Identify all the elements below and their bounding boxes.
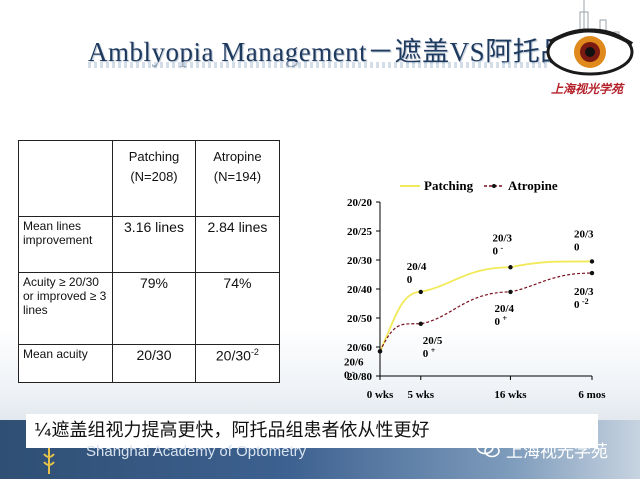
- atropine-point: [377, 349, 383, 354]
- patching-data-label-sub: 0: [407, 274, 413, 286]
- header-line: Patching: [128, 149, 180, 164]
- logo-text: 上海视光学苑: [550, 82, 623, 96]
- academy-name: Shanghai Academy of Optometry: [86, 443, 307, 460]
- x-tick-label: 0 wks: [367, 389, 394, 401]
- row-label: Mean lines improvement: [17, 216, 114, 273]
- caption-bar: ¼遮盖组视力提高更快，阿托品组患者依从性更好: [26, 414, 598, 448]
- patching-point: [418, 289, 423, 295]
- atropine-value: 20/30-2: [194, 344, 281, 383]
- legend-atropine-label: Atropine: [508, 178, 558, 193]
- patching-point: [589, 259, 595, 264]
- atropine-data-label-sup: +: [502, 314, 507, 323]
- patching-series-line: [379, 260, 593, 352]
- patching-value: 20/30: [112, 344, 196, 383]
- patching-value: 3.16 lines: [112, 216, 196, 273]
- results-table: Patching (N=208) Atropine (N=194) Mean lin…: [17, 140, 281, 383]
- atropine-data-label-sub: 0: [494, 316, 500, 328]
- patching-value: 79%: [112, 272, 196, 345]
- patching-point: [508, 265, 513, 270]
- x-tick-label: 16 wks: [494, 389, 527, 401]
- table-row: Acuity ≥ 20/30 or improved ≥ 3 lines 79%…: [17, 272, 281, 345]
- y-tick-label: 20/20: [347, 197, 373, 209]
- header-line: Atropine: [213, 149, 262, 164]
- patching-data-label-sub: 0: [574, 241, 580, 253]
- y-tick-label: 20/50: [347, 313, 373, 325]
- atropine-value-sup: -2: [250, 347, 259, 357]
- atropine-data-label: 20/4: [494, 303, 514, 315]
- atropine-point: [589, 270, 595, 276]
- atropine-value: 2.84 lines: [194, 216, 281, 273]
- academy-emblem-icon: [43, 448, 55, 474]
- patching-data-label-sub: 0: [344, 369, 350, 381]
- patching-data-label-sub: 0: [492, 245, 498, 257]
- atropine-data-label-sup: +: [431, 346, 436, 355]
- wechat-watermark: 上海视光学苑: [476, 434, 608, 464]
- atropine-data-label-sub: 0: [574, 299, 580, 311]
- row-label: Mean acuity: [17, 344, 114, 383]
- table-row: Mean acuity 20/30 20/30-2: [17, 344, 281, 383]
- table-row: Mean lines improvement 3.16 lines 2.84 l…: [17, 216, 281, 273]
- atropine-data-label-sub: 0: [423, 348, 429, 360]
- atropine-header: Atropine (N=194): [213, 149, 261, 184]
- y-tick-label: 20/80: [347, 371, 373, 383]
- header-line: (N=208): [130, 169, 178, 184]
- y-tick-label: 20/60: [347, 342, 373, 354]
- table-header-atropine: Atropine (N=194): [194, 140, 281, 217]
- patching-data-label: 20/3: [574, 228, 594, 240]
- header-line: (N=194): [213, 169, 262, 184]
- patching-data-label: 20/3: [492, 232, 512, 244]
- patching-data-label: 20/4: [407, 261, 427, 273]
- atropine-data-label-sup: -2: [582, 297, 589, 306]
- atropine-series-line: [379, 272, 593, 352]
- atropine-data-label: 20/5: [423, 335, 443, 347]
- y-tick-label: 20/40: [347, 284, 373, 296]
- eye-logo-icon: [546, 0, 634, 76]
- x-tick-label: 6 mos: [578, 389, 606, 401]
- table-header-patching: Patching (N=208): [112, 140, 196, 217]
- atropine-point: [508, 289, 513, 295]
- y-tick-label: 20/30: [347, 255, 373, 267]
- patching-header: Patching (N=208): [129, 149, 180, 184]
- atropine-value-text: 20/30: [215, 347, 251, 364]
- atropine-value: 74%: [194, 272, 281, 345]
- watermark-text: 上海视光学苑: [506, 441, 608, 462]
- patching-data-label: 20/6: [344, 356, 364, 368]
- row-label: Acuity ≥ 20/30 or improved ≥ 3 lines: [17, 272, 114, 345]
- patching-data-label-sup: -: [352, 367, 355, 376]
- x-tick-label: 5 wks: [407, 389, 434, 401]
- atropine-data-label: 20/3: [574, 286, 594, 298]
- table-header-cell: [17, 140, 114, 217]
- legend-atropine-marker: [492, 184, 496, 188]
- legend-patching-label: Patching: [424, 178, 474, 193]
- y-tick-label: 20/25: [347, 226, 373, 238]
- title-underline: [88, 62, 548, 68]
- patching-data-label-sup: -: [500, 243, 503, 252]
- table-header-row: Patching (N=208) Atropine (N=194): [17, 140, 281, 217]
- wechat-icon: [476, 439, 500, 458]
- atropine-point: [418, 321, 423, 326]
